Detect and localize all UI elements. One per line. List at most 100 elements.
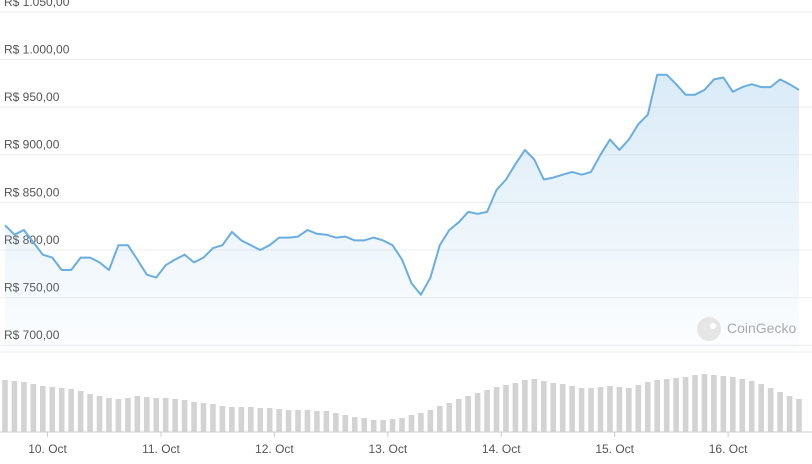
watermark-logo <box>697 317 721 341</box>
x-tick-label: 10. Oct <box>28 442 67 456</box>
volume-bar <box>720 376 727 432</box>
volume-bar <box>597 387 604 432</box>
volume-bar <box>87 394 93 432</box>
volume-bar <box>219 406 226 432</box>
volume-bar <box>644 382 651 432</box>
volume-bar <box>730 377 736 432</box>
volume-bar <box>503 385 509 432</box>
volume-bar <box>465 396 471 432</box>
volume-bar <box>295 410 301 432</box>
volume-bar <box>134 396 141 432</box>
volume-bar <box>512 383 519 432</box>
volume-bar <box>68 389 74 432</box>
volume-bar <box>200 403 207 432</box>
volume-bar <box>304 410 311 432</box>
volume-bar <box>191 402 197 432</box>
volume-bar <box>493 387 500 432</box>
y-tick-label: R$ 1.050,00 <box>4 0 70 9</box>
x-tick-label: 11. Oct <box>142 442 180 456</box>
volume-bar <box>701 374 708 432</box>
volume-bar <box>654 380 661 432</box>
volume-bar <box>663 379 670 432</box>
volume-bar <box>455 399 462 432</box>
volume-bar <box>96 396 103 432</box>
volume-bar <box>380 420 386 432</box>
volume-bar <box>40 386 46 432</box>
volume-bar <box>266 408 273 432</box>
volume-bar <box>389 419 396 432</box>
volume-bar <box>2 380 8 432</box>
volume-bar <box>446 403 453 432</box>
volume-bar <box>238 407 245 432</box>
x-tick-label: 16. Oct <box>709 442 748 456</box>
volume-bar <box>626 388 632 432</box>
volume-bar <box>635 385 642 432</box>
volume-bar <box>569 386 575 432</box>
volume-bar <box>153 398 160 432</box>
volume-bar <box>531 379 538 432</box>
volume-bar <box>370 420 377 432</box>
watermark: CoinGecko <box>697 317 796 341</box>
volume-bar <box>115 399 122 432</box>
volume-bar <box>276 409 282 432</box>
volume-bar <box>437 406 443 432</box>
volume-bar <box>739 379 746 432</box>
volume-bar <box>607 386 613 432</box>
volume-bar <box>210 404 216 432</box>
volume-bar <box>49 387 56 432</box>
price-line <box>4 73 800 296</box>
y-tick-label: R$ 900,00 <box>4 138 60 152</box>
volume-bar <box>333 413 339 432</box>
volume-bar <box>418 413 424 432</box>
volume-bar <box>229 407 235 432</box>
volume-bar <box>30 384 37 432</box>
y-tick-label: R$ 1.000,00 <box>4 42 70 56</box>
volume-bar <box>58 388 65 432</box>
volume-bar <box>616 387 623 432</box>
volume-bar <box>285 410 292 432</box>
volume-bar <box>106 398 112 432</box>
volume-bar <box>351 417 358 432</box>
volume-bar <box>162 398 169 432</box>
volume-bar <box>125 398 131 432</box>
volume-bar <box>257 408 264 432</box>
volume-bar <box>11 381 18 432</box>
volume-bar <box>408 415 415 432</box>
x-tick-label: 12. Oct <box>255 442 294 456</box>
volume-bar <box>748 381 755 432</box>
volume-bar <box>711 375 717 432</box>
volume-bar <box>181 400 188 432</box>
x-tick-label: 14. Oct <box>482 442 521 456</box>
area <box>5 74 799 350</box>
volume-bar <box>522 380 528 432</box>
volume-bar <box>484 390 490 432</box>
volume-bar <box>550 383 557 432</box>
volume-bar <box>682 377 689 432</box>
volume-bar <box>474 393 481 432</box>
volume-bar <box>314 411 320 432</box>
watermark-text: CoinGecko <box>727 320 796 336</box>
volume-bar <box>540 381 547 432</box>
volume-bar <box>399 418 405 432</box>
y-tick-label: R$ 850,00 <box>4 185 60 199</box>
volume-bar <box>767 388 774 432</box>
volume-bar <box>786 396 793 432</box>
volume-bar <box>559 384 566 432</box>
x-tick-label: 15. Oct <box>595 442 634 456</box>
volume-bar <box>143 397 150 432</box>
volume-bar <box>427 410 434 432</box>
volume-bar <box>578 388 585 432</box>
volume-bar <box>323 411 330 432</box>
volume-bar <box>796 399 802 432</box>
volume-bar <box>342 415 349 432</box>
x-tick-label: 13. Oct <box>368 442 407 456</box>
volume-bar <box>247 407 254 432</box>
volume-bar <box>361 418 367 432</box>
volume-bar <box>77 391 84 432</box>
y-tick-label: R$ 950,00 <box>4 90 60 104</box>
volume-bar <box>172 399 178 432</box>
volume-bar <box>588 388 594 432</box>
volume-bar <box>673 378 679 432</box>
volume-bar <box>758 384 764 432</box>
